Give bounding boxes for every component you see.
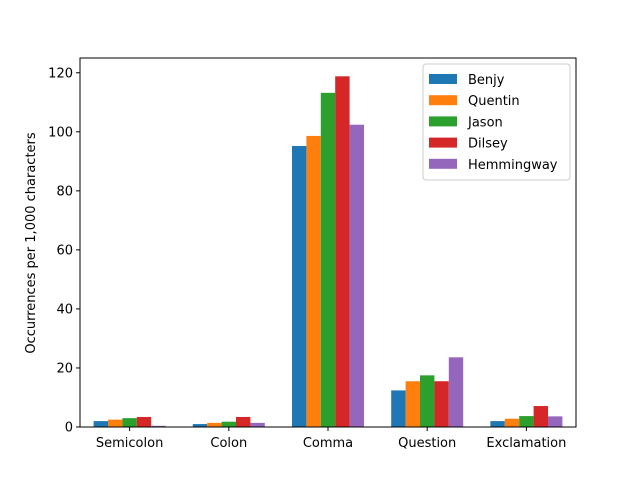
legend-swatch-quentin <box>429 95 457 106</box>
bar-benjy-comma <box>292 145 307 427</box>
y-tick-label: 120 <box>48 66 73 81</box>
bar-quentin-colon <box>207 422 222 427</box>
legend-label-dilsey: Dilsey <box>468 137 508 152</box>
bar-quentin-question <box>405 381 420 427</box>
bar-dilsey-question <box>434 381 449 427</box>
legend-swatch-hemmingway <box>429 158 457 169</box>
legend-swatch-benjy <box>429 74 457 84</box>
bar-hemmingway-question <box>448 357 464 427</box>
bar-jason-semicolon <box>122 418 137 427</box>
y-tick-label: 20 <box>56 361 73 376</box>
axes-layer: 0 20 40 60 80 100 120 Semicolon Colon Comma Questi… <box>48 57 577 451</box>
x-tick-label: Semicolon <box>96 436 163 451</box>
bar-benjy-colon <box>192 424 208 427</box>
y-tick-label: 80 <box>56 184 73 199</box>
legend-box <box>422 63 571 181</box>
bar-jason-question <box>420 375 435 427</box>
y-tick-label: 40 <box>56 302 73 317</box>
bar-hemmingway-exclamation <box>548 416 563 427</box>
legend-swatch-dilsey <box>429 137 457 148</box>
bar-jason-comma <box>320 92 336 427</box>
bar-benjy-question <box>391 390 406 427</box>
legend-label-jason: Jason <box>467 115 503 130</box>
bar-jason-colon <box>221 421 236 427</box>
legend-label-benjy: Benjy <box>468 73 505 88</box>
legend: Benjy Quentin Jason Dilsey Hemmingway <box>422 63 571 181</box>
bar-hemmingway-semicolon <box>151 425 166 427</box>
bar-quentin-semicolon <box>108 419 123 427</box>
x-tick-label: Comma <box>303 436 353 451</box>
bar-benjy-exclamation <box>490 421 505 427</box>
bar-dilsey-comma <box>335 76 350 428</box>
y-axis-label: Occurrences per 1,000 characters <box>24 132 39 354</box>
bars-layer <box>93 76 563 428</box>
legend-swatch-jason <box>429 116 457 127</box>
y-tick-label: 60 <box>56 243 73 258</box>
bar-quentin-comma <box>306 135 321 427</box>
bar-quentin-exclamation <box>504 418 520 427</box>
y-tick-label: 0 <box>65 421 73 436</box>
x-tick-label: Colon <box>210 436 247 451</box>
bar-dilsey-exclamation <box>533 406 548 427</box>
bar-dilsey-colon <box>236 416 251 427</box>
legend-label-quentin: Quentin <box>468 94 520 109</box>
y-tick-label: 100 <box>48 125 73 140</box>
bar-benjy-semicolon <box>93 421 108 427</box>
x-tick-label: Question <box>398 436 456 451</box>
bar-hemmingway-comma <box>349 124 364 427</box>
bar-jason-exclamation <box>519 416 534 427</box>
legend-label-hemmingway: Hemmingway <box>468 158 558 173</box>
bar-hemmingway-colon <box>250 422 265 427</box>
bar-dilsey-semicolon <box>136 416 152 427</box>
x-tick-label: Exclamation <box>486 436 566 451</box>
